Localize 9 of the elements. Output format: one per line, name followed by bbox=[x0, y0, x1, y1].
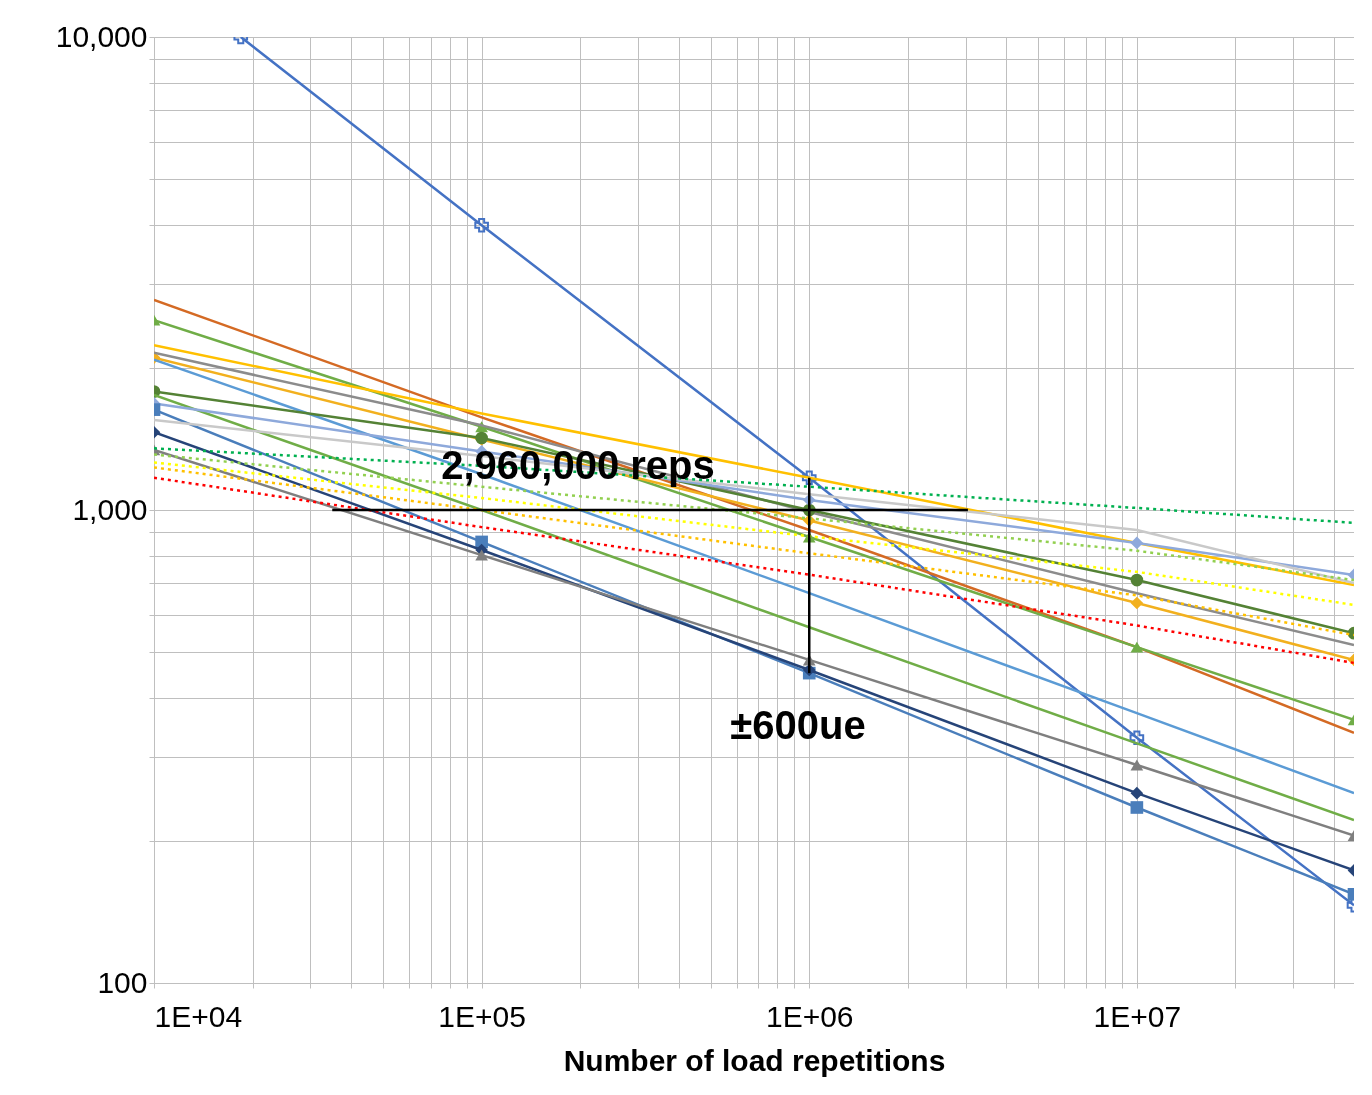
x-tick-label: 1E+07 bbox=[1093, 999, 1182, 1033]
y-tick-label: 1,000 bbox=[72, 492, 148, 526]
x-tick-label: 1E+06 bbox=[765, 999, 854, 1033]
x-tick-label: 1E+04 bbox=[154, 999, 243, 1033]
annotation: ±600ue bbox=[730, 703, 866, 747]
x-tick-label: 1E+05 bbox=[438, 999, 526, 1033]
x-axis-title: Number of load repetitions bbox=[563, 1043, 946, 1077]
y-tick-label: 100 bbox=[97, 965, 148, 999]
y-tick-label: 10,000 bbox=[55, 19, 148, 53]
